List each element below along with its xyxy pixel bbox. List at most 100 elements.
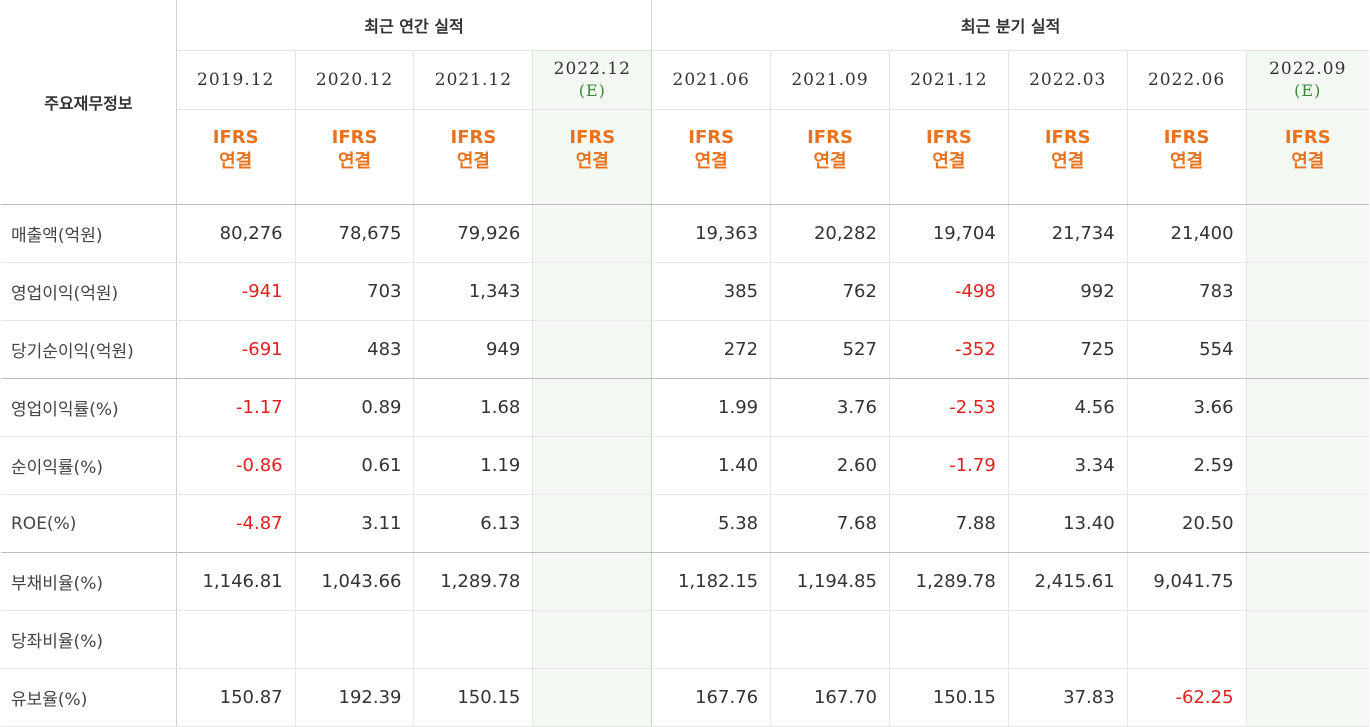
- value-cell: 150.87: [175, 668, 296, 727]
- value-cell: 2.59: [1126, 436, 1247, 495]
- period-header: 2022.06: [1126, 50, 1247, 110]
- value-cell: 1,289.78: [888, 552, 1009, 611]
- value-cell: 150.15: [413, 668, 533, 727]
- ifrs-row: IFRS 연결 IFRS 연결 IFRS 연결 IFRS 연결 IFRS 연결 IFRS 연결 IFRS…: [1, 109, 1369, 205]
- value-cell: [532, 378, 652, 437]
- value-cell: -1.79: [888, 436, 1009, 495]
- row-label-header: 주요재무정보: [1, 0, 177, 205]
- period-header: 2022.03: [1007, 50, 1128, 110]
- value-cell: 20,282: [770, 204, 890, 263]
- table-row: 영업이익률(%) -1.17 0.89 1.68 1.99 3.76 -2.53 4.56 3.…: [1, 378, 1369, 437]
- row-label: 영업이익률(%): [1, 378, 177, 437]
- value-cell: 19,704: [888, 204, 1009, 263]
- value-cell: [1007, 610, 1128, 669]
- table-row: 영업이익(억원) -941 703 1,343 385 762 -498 992 783: [1, 262, 1369, 321]
- row-label: 당기순이익(억원): [1, 320, 177, 379]
- value-cell: -941: [175, 262, 296, 321]
- period-header-estimate: 2022.09 (E): [1245, 50, 1369, 110]
- value-cell: 0.61: [294, 436, 414, 495]
- value-cell: 1,194.85: [770, 552, 890, 611]
- value-cell: 80,276: [175, 204, 296, 263]
- value-cell: 949: [413, 320, 533, 379]
- value-cell: 7.88: [888, 494, 1009, 553]
- table-row: 유보율(%) 150.87 192.39 150.15 167.76 167.70 150.…: [1, 668, 1369, 727]
- value-cell: [1245, 378, 1369, 437]
- table-row: 매출액(억원) 80,276 78,675 79,926 19,363 20,282 19,…: [1, 204, 1369, 263]
- table-row: 부채비율(%) 1,146.81 1,043.66 1,289.78 1,182.15 1…: [1, 552, 1369, 611]
- row-label: 순이익률(%): [1, 436, 177, 495]
- value-cell: [532, 494, 652, 553]
- value-cell: -352: [888, 320, 1009, 379]
- value-cell: 762: [770, 262, 890, 321]
- period-header: 2020.12: [294, 50, 414, 110]
- value-cell: 385: [651, 262, 771, 321]
- value-cell: [532, 668, 652, 727]
- value-cell: [1126, 610, 1247, 669]
- ifrs-badge: IFRS 연결: [770, 109, 890, 205]
- value-cell: 9,041.75: [1126, 552, 1247, 611]
- value-cell: 7.68: [770, 494, 890, 553]
- quarter-section-title: 최근 분기 실적: [651, 0, 1369, 51]
- value-cell: [532, 262, 652, 321]
- value-cell: 3.66: [1126, 378, 1247, 437]
- value-cell: 1.40: [651, 436, 771, 495]
- value-cell: [1245, 436, 1369, 495]
- row-label: 유보율(%): [1, 668, 177, 727]
- ifrs-badge: IFRS 연결: [175, 109, 296, 205]
- period-header: 2021.12: [888, 50, 1009, 110]
- value-cell: 20.50: [1126, 494, 1247, 553]
- value-cell: [532, 610, 652, 669]
- value-cell: 21,734: [1007, 204, 1128, 263]
- period-header: 2019.12: [175, 50, 296, 110]
- value-cell: 2,415.61: [1007, 552, 1128, 611]
- value-cell: 167.70: [770, 668, 890, 727]
- value-cell: 3.11: [294, 494, 414, 553]
- value-cell: 5.38: [651, 494, 771, 553]
- value-cell: 0.89: [294, 378, 414, 437]
- value-cell: 1,289.78: [413, 552, 533, 611]
- row-label: ROE(%): [1, 494, 177, 553]
- value-cell: 527: [770, 320, 890, 379]
- table-row: 순이익률(%) -0.86 0.61 1.19 1.40 2.60 -1.79 3.34 2.5…: [1, 436, 1369, 495]
- ifrs-badge: IFRS 연결: [294, 109, 414, 205]
- value-cell: 150.15: [888, 668, 1009, 727]
- value-cell: [532, 204, 652, 263]
- value-cell: 4.56: [1007, 378, 1128, 437]
- value-cell: -4.87: [175, 494, 296, 553]
- table-row: 당좌비율(%): [1, 610, 1369, 669]
- value-cell: 167.76: [651, 668, 771, 727]
- value-cell: 78,675: [294, 204, 414, 263]
- value-cell: 21,400: [1126, 204, 1247, 263]
- value-cell: -0.86: [175, 436, 296, 495]
- table-row: 당기순이익(억원) -691 483 949 272 527 -352 725 554: [1, 320, 1369, 379]
- value-cell: 6.13: [413, 494, 533, 553]
- value-cell: [1245, 204, 1369, 263]
- value-cell: 79,926: [413, 204, 533, 263]
- value-cell: [1245, 610, 1369, 669]
- value-cell: 1,182.15: [651, 552, 771, 611]
- value-cell: 2.60: [770, 436, 890, 495]
- annual-section-title: 최근 연간 실적: [175, 0, 652, 51]
- ifrs-badge: IFRS 연결: [1126, 109, 1247, 205]
- row-label: 영업이익(억원): [1, 262, 177, 321]
- period-header: 2021.12: [413, 50, 533, 110]
- value-cell: [888, 610, 1009, 669]
- value-cell: 725: [1007, 320, 1128, 379]
- row-label: 매출액(억원): [1, 204, 177, 263]
- ifrs-badge: IFRS 연결: [888, 109, 1009, 205]
- value-cell: 3.76: [770, 378, 890, 437]
- value-cell: 19,363: [651, 204, 771, 263]
- value-cell: [1245, 668, 1369, 727]
- value-cell: [770, 610, 890, 669]
- value-cell: 992: [1007, 262, 1128, 321]
- ifrs-badge: IFRS 연결: [1007, 109, 1128, 205]
- value-cell: 554: [1126, 320, 1247, 379]
- row-label: 당좌비율(%): [1, 610, 177, 669]
- value-cell: 783: [1126, 262, 1247, 321]
- value-cell: 37.83: [1007, 668, 1128, 727]
- value-cell: -691: [175, 320, 296, 379]
- value-cell: 1.99: [651, 378, 771, 437]
- value-cell: 13.40: [1007, 494, 1128, 553]
- table-row: ROE(%) -4.87 3.11 6.13 5.38 7.68 7.88 13.40 20.5…: [1, 494, 1369, 553]
